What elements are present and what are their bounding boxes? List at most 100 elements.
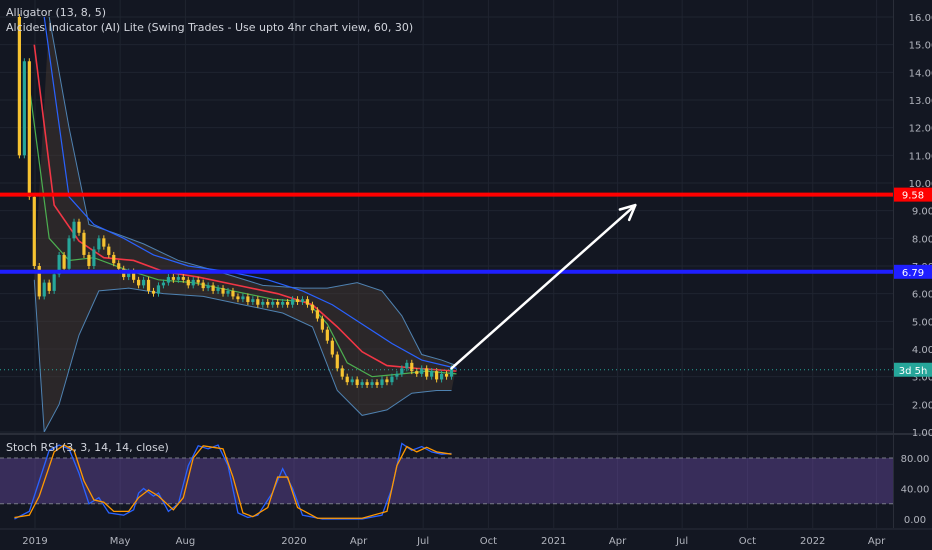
- candle[interactable]: [276, 301, 280, 305]
- candle[interactable]: [102, 238, 106, 247]
- candle[interactable]: [77, 221, 81, 233]
- candle[interactable]: [92, 249, 96, 266]
- indicator-label-alcides[interactable]: Alcides Indicator (AI) Lite (Swing Trade…: [6, 21, 414, 34]
- candle[interactable]: [241, 296, 245, 300]
- candle[interactable]: [141, 279, 146, 286]
- candle[interactable]: [444, 373, 449, 377]
- candle[interactable]: [345, 376, 349, 383]
- candle[interactable]: [395, 373, 399, 377]
- candle[interactable]: [82, 232, 86, 255]
- candle[interactable]: [151, 290, 156, 294]
- candle[interactable]: [161, 282, 166, 286]
- candle[interactable]: [52, 274, 56, 291]
- candle[interactable]: [281, 301, 285, 305]
- time-axis[interactable]: 2019 May Aug 2020 Apr Jul Oct 2021 Apr Jul Oct 2022…: [22, 536, 886, 547]
- candle[interactable]: [425, 368, 429, 377]
- candle[interactable]: [385, 379, 389, 383]
- candle[interactable]: [435, 371, 439, 380]
- candle[interactable]: [156, 285, 161, 294]
- candle[interactable]: [196, 279, 200, 283]
- candle[interactable]: [57, 254, 61, 275]
- candle[interactable]: [186, 279, 190, 286]
- candle[interactable]: [335, 354, 339, 369]
- candle[interactable]: [166, 277, 171, 283]
- indicator-label-alligator[interactable]: Alligator (13, 8, 5): [6, 6, 107, 19]
- candle[interactable]: [370, 382, 374, 385]
- candle[interactable]: [97, 238, 101, 250]
- candle[interactable]: [400, 368, 404, 374]
- candle[interactable]: [315, 310, 320, 319]
- candle[interactable]: [137, 279, 141, 286]
- candle[interactable]: [380, 379, 384, 385]
- candle[interactable]: [300, 299, 305, 302]
- candle[interactable]: [405, 362, 409, 369]
- price-axis[interactable]: 16.00 15.00 14.00 13.00 12.00 11.00 10.00 9.00 8…: [909, 13, 932, 439]
- candle[interactable]: [146, 279, 151, 291]
- candle[interactable]: [266, 301, 270, 305]
- price-pane[interactable]: [17, 14, 457, 432]
- candle[interactable]: [350, 379, 354, 383]
- candle[interactable]: [390, 376, 394, 383]
- candle[interactable]: [171, 277, 175, 280]
- candle[interactable]: [375, 382, 379, 385]
- candle[interactable]: [310, 304, 315, 311]
- candle[interactable]: [67, 238, 71, 269]
- candle[interactable]: [290, 299, 295, 305]
- candle[interactable]: [325, 329, 329, 341]
- candle[interactable]: [87, 254, 91, 266]
- candle[interactable]: [221, 288, 225, 294]
- candle[interactable]: [355, 379, 359, 385]
- candle[interactable]: [439, 373, 444, 380]
- candle[interactable]: [47, 282, 51, 291]
- candle[interactable]: [37, 266, 41, 297]
- indicator-legend-alcides[interactable]: Alcides Indicator (AI) Lite (Swing Trade…: [6, 21, 413, 34]
- candle[interactable]: [449, 368, 454, 377]
- candle[interactable]: [360, 382, 364, 385]
- candle[interactable]: [246, 296, 250, 302]
- candle[interactable]: [420, 368, 424, 374]
- candle[interactable]: [112, 254, 116, 264]
- candle[interactable]: [251, 299, 255, 302]
- candle[interactable]: [226, 290, 230, 294]
- candle[interactable]: [42, 282, 46, 297]
- candle[interactable]: [320, 318, 324, 330]
- candle[interactable]: [27, 61, 31, 197]
- indicator-label-stoch[interactable]: Stoch RSI (3, 3, 14, 14, close): [6, 441, 169, 454]
- candle[interactable]: [236, 296, 240, 300]
- candle[interactable]: [127, 271, 131, 278]
- stoch-pane[interactable]: [0, 442, 893, 520]
- candle[interactable]: [271, 301, 275, 305]
- stoch-tick-label: 40.00: [901, 485, 930, 496]
- candle[interactable]: [72, 221, 76, 239]
- candle[interactable]: [330, 340, 334, 355]
- candle[interactable]: [17, 17, 21, 156]
- indicator-legend-stoch[interactable]: Stoch RSI (3, 3, 14, 14, close): [6, 441, 169, 454]
- candle[interactable]: [261, 301, 265, 305]
- candle[interactable]: [410, 362, 414, 372]
- candle[interactable]: [256, 299, 260, 305]
- indicator-legend-alligator[interactable]: Alligator (13, 8, 5): [6, 6, 106, 19]
- candle[interactable]: [201, 282, 205, 289]
- candle[interactable]: [340, 368, 344, 377]
- candle[interactable]: [181, 277, 185, 280]
- candle[interactable]: [191, 279, 195, 286]
- candle[interactable]: [231, 290, 235, 297]
- candle[interactable]: [286, 301, 290, 305]
- candle[interactable]: [365, 382, 369, 385]
- candle[interactable]: [206, 285, 210, 289]
- candle[interactable]: [211, 285, 215, 291]
- candle[interactable]: [176, 277, 180, 280]
- candle[interactable]: [117, 263, 121, 269]
- projection-arrow[interactable]: [450, 203, 637, 370]
- candle[interactable]: [430, 371, 434, 377]
- candle[interactable]: [295, 299, 300, 302]
- candle[interactable]: [62, 254, 66, 269]
- candle[interactable]: [305, 299, 310, 305]
- candle[interactable]: [132, 271, 136, 280]
- candle[interactable]: [415, 371, 419, 374]
- candle[interactable]: [32, 196, 36, 266]
- candle[interactable]: [22, 61, 26, 156]
- candle[interactable]: [107, 246, 111, 255]
- candle[interactable]: [216, 288, 220, 291]
